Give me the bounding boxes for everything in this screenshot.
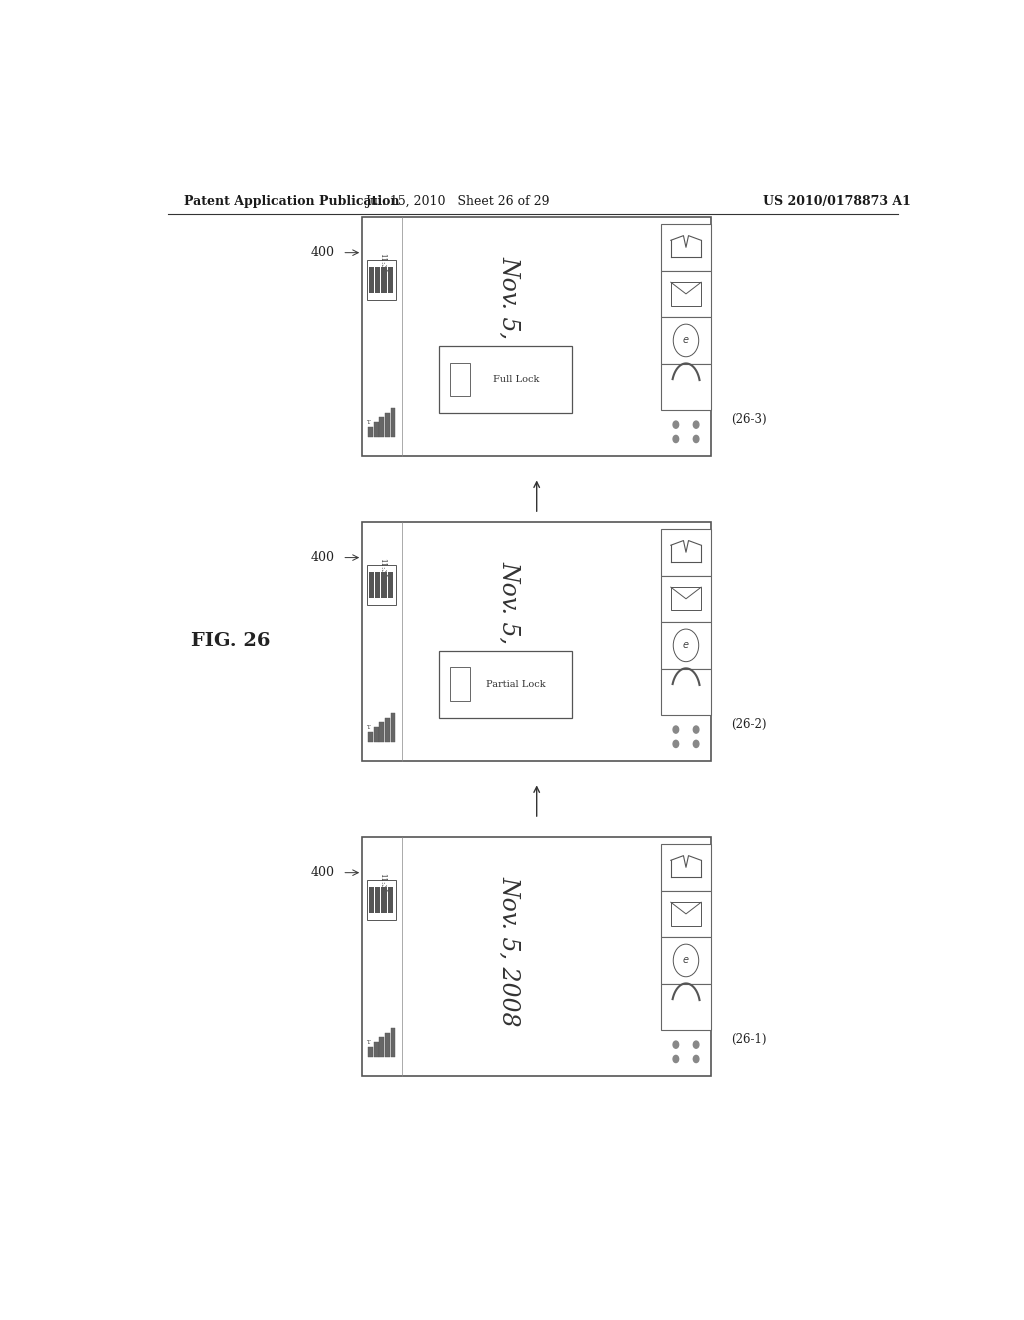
Bar <box>381 572 387 598</box>
Bar <box>375 572 380 598</box>
Bar <box>379 722 384 742</box>
Text: T.: T. <box>367 725 371 730</box>
Text: Full Lock: Full Lock <box>493 375 539 384</box>
Bar <box>367 880 396 920</box>
Text: Nov. 5, 2008: Nov. 5, 2008 <box>498 876 520 1027</box>
Bar <box>660 891 712 937</box>
Bar <box>450 668 470 701</box>
Bar <box>660 983 712 1031</box>
Bar <box>388 267 393 293</box>
Bar <box>367 260 396 301</box>
Bar <box>375 887 380 913</box>
Bar <box>660 937 712 983</box>
Bar <box>388 572 393 598</box>
Circle shape <box>693 741 699 747</box>
Text: T.: T. <box>367 1040 371 1044</box>
Bar <box>362 216 712 455</box>
Bar <box>385 413 390 437</box>
Bar <box>369 733 373 742</box>
Text: e: e <box>683 640 689 651</box>
Circle shape <box>673 1056 679 1063</box>
Text: 11:31AM: 11:31AM <box>378 557 386 590</box>
Bar <box>660 271 712 317</box>
Text: Nov. 5, 2008: Nov. 5, 2008 <box>498 561 520 711</box>
Text: 400: 400 <box>310 246 335 259</box>
Circle shape <box>693 726 699 733</box>
Bar <box>375 267 380 293</box>
Text: 400: 400 <box>310 550 335 564</box>
Text: (26-2): (26-2) <box>731 718 767 731</box>
Bar <box>439 651 571 718</box>
Bar <box>660 576 712 622</box>
Text: Patent Application Publication: Patent Application Publication <box>183 194 399 207</box>
Text: (26-3): (26-3) <box>731 413 767 426</box>
Bar <box>385 718 390 742</box>
Bar <box>390 408 395 437</box>
Circle shape <box>673 1041 679 1048</box>
Bar <box>660 364 712 411</box>
Bar <box>374 727 379 742</box>
Bar <box>671 587 701 610</box>
Text: Nov. 5, 2008: Nov. 5, 2008 <box>498 256 520 407</box>
Bar <box>385 1032 390 1056</box>
Circle shape <box>693 421 699 428</box>
Bar <box>450 363 470 396</box>
Bar <box>374 422 379 437</box>
Circle shape <box>673 741 679 747</box>
Bar <box>660 843 712 891</box>
Bar <box>660 622 712 669</box>
Bar <box>671 903 701 925</box>
Bar <box>388 887 393 913</box>
Bar <box>369 267 374 293</box>
Bar <box>660 224 712 271</box>
Bar <box>379 1038 384 1056</box>
Bar <box>660 317 712 364</box>
Circle shape <box>673 726 679 733</box>
Text: 400: 400 <box>310 866 335 879</box>
Circle shape <box>693 1056 699 1063</box>
Text: 11:31AM: 11:31AM <box>378 873 386 906</box>
Bar <box>362 837 712 1076</box>
Bar <box>660 669 712 715</box>
Bar <box>374 1043 379 1056</box>
Bar <box>381 887 387 913</box>
Text: T.: T. <box>367 420 371 425</box>
Text: (26-1): (26-1) <box>731 1034 767 1047</box>
Text: FIG. 26: FIG. 26 <box>191 632 271 651</box>
Bar <box>362 521 712 760</box>
Bar <box>660 529 712 576</box>
Text: US 2010/0178873 A1: US 2010/0178873 A1 <box>763 194 910 207</box>
Circle shape <box>673 421 679 428</box>
Bar <box>369 572 374 598</box>
Circle shape <box>693 1041 699 1048</box>
Bar <box>390 1028 395 1056</box>
Text: e: e <box>683 956 689 965</box>
Bar <box>369 887 374 913</box>
Bar <box>671 282 701 305</box>
Bar <box>367 565 396 606</box>
Text: Jul. 15, 2010   Sheet 26 of 29: Jul. 15, 2010 Sheet 26 of 29 <box>366 194 550 207</box>
Circle shape <box>693 436 699 442</box>
Text: Partial Lock: Partial Lock <box>486 680 546 689</box>
Bar <box>439 346 571 413</box>
Bar <box>379 417 384 437</box>
Bar <box>390 713 395 742</box>
Bar <box>369 428 373 437</box>
Bar <box>381 267 387 293</box>
Bar <box>369 1047 373 1056</box>
Text: e: e <box>683 335 689 346</box>
Circle shape <box>673 436 679 442</box>
Text: 11:31AM: 11:31AM <box>378 252 386 285</box>
